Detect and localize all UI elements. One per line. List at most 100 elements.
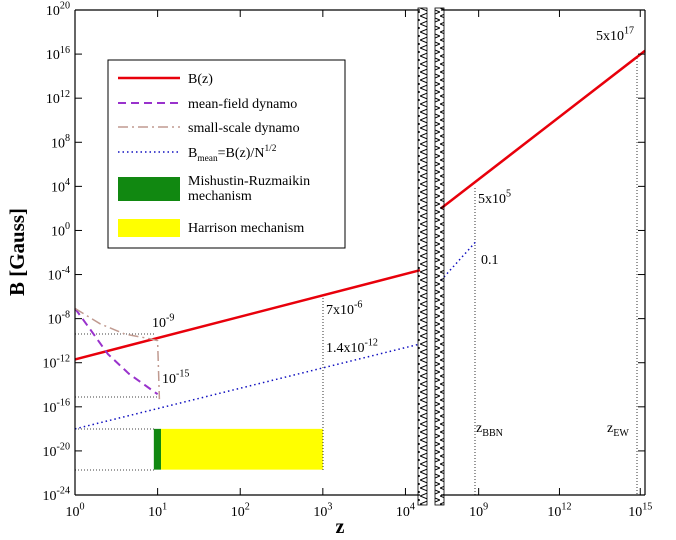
axis-break (417, 7, 445, 506)
y-tick-label: 104 (51, 177, 70, 195)
x-tick-label: 103 (313, 502, 332, 520)
annotation: 5x1017 (596, 26, 634, 44)
tick-exp: 0 (79, 502, 84, 513)
text-part: BBN (482, 428, 503, 439)
tick-base: 10 (628, 505, 642, 520)
text-part: 10 (162, 372, 176, 387)
text-part: 17 (624, 26, 634, 37)
tick-base: 10 (313, 505, 327, 520)
text-part: -15 (176, 369, 189, 380)
series-line (440, 49, 646, 210)
legend-label: Bmean=B(z)/N1/2 (188, 144, 277, 164)
x-tick-label: 104 (396, 502, 415, 520)
tick-base: 10 (65, 505, 79, 520)
legend-swatch (118, 177, 180, 201)
tick-exp: 2 (245, 502, 250, 513)
frame (74, 9, 646, 496)
legend-box (107, 59, 346, 249)
y-tick-label: 10-12 (43, 353, 70, 371)
text-part: 10 (152, 316, 166, 331)
tick-exp: -8 (62, 309, 70, 320)
tick-base: 10 (43, 401, 57, 416)
tick-exp: 0 (65, 221, 70, 232)
y-tick-label: 1016 (46, 45, 70, 63)
text-part: =B(z)/N (218, 146, 265, 161)
legend-label: mechanism (188, 189, 252, 204)
y-tick-label: 1012 (46, 89, 70, 107)
text-part: 5x10 (478, 192, 506, 207)
tick-exp: 12 (561, 502, 571, 513)
legend-label: small-scale dynamo (188, 121, 300, 136)
tick-exp: 15 (642, 502, 652, 513)
legend-label: Harrison mechanism (188, 221, 304, 236)
bar (153, 428, 162, 470)
y-tick-label: 1020 (46, 1, 70, 19)
tick-base: 10 (46, 4, 60, 19)
tick-exp: -12 (57, 353, 70, 364)
series-line (74, 307, 159, 396)
text-part: 5 (506, 189, 511, 200)
y-tick-label: 108 (51, 133, 70, 151)
text-part: 1/2 (264, 144, 276, 154)
tick-base: 10 (48, 269, 62, 284)
text-part: -6 (354, 300, 362, 311)
tick-base: 10 (469, 505, 483, 520)
legend-label: Mishustin-Ruzmaikin (188, 174, 310, 189)
tick-exp: -4 (62, 265, 70, 276)
text-part: B(z) (188, 72, 213, 87)
x-tick-label: 101 (148, 502, 167, 520)
text-part: EW (613, 428, 629, 439)
x-tick-label: 1012 (547, 502, 571, 520)
annotation: 5x105 (478, 189, 511, 207)
ticks: 10-2410-2010-1610-1210-810-4100104108101… (43, 1, 653, 520)
series-line (74, 343, 421, 430)
annotation: zBBN (476, 421, 504, 439)
lines (74, 49, 646, 430)
bar (161, 428, 323, 470)
tick-exp: 20 (60, 1, 70, 12)
text-part: -12 (365, 338, 378, 349)
tick-base: 10 (46, 92, 60, 107)
bars (153, 428, 323, 470)
tick-exp: 1 (162, 502, 167, 513)
y-tick-label: 10-4 (48, 265, 70, 283)
tick-base: 10 (547, 505, 561, 520)
text-part: small-scale dynamo (188, 121, 300, 136)
annotation: 0.1 (481, 253, 499, 268)
text-part: 7x10 (326, 303, 354, 318)
tick-base: 10 (148, 505, 162, 520)
tick-base: 10 (48, 313, 62, 328)
break-band (434, 7, 445, 506)
tick-exp: -24 (57, 486, 70, 497)
y-axis-label: B [Gauss] (5, 208, 29, 296)
tick-base: 10 (43, 489, 57, 504)
series-line (440, 240, 477, 281)
x-tick-label: 100 (65, 502, 84, 520)
annotation: zEW (607, 421, 629, 439)
legend: B(z) mean-field dynamo small-scale dynamo B… (107, 59, 346, 249)
tick-exp: -20 (57, 442, 70, 453)
annotation: 10-15 (162, 369, 189, 387)
tick-exp: 4 (65, 177, 70, 188)
tick-base: 10 (43, 445, 57, 460)
tick-exp: 12 (60, 89, 70, 100)
tick-exp: 9 (483, 502, 488, 513)
text-part: 5x10 (596, 29, 624, 44)
series-line (74, 307, 161, 400)
legend-label: mean-field dynamo (188, 97, 297, 112)
tick-base: 10 (51, 136, 65, 151)
text-part: mean (197, 154, 218, 164)
tick-base: 10 (231, 505, 245, 520)
legend-swatch (118, 219, 180, 237)
y-tick-label: 100 (51, 221, 70, 239)
tick-base: 10 (43, 357, 57, 372)
break-band (417, 7, 428, 506)
series-line (74, 268, 421, 361)
y-tick-label: 10-16 (43, 398, 70, 416)
x-tick-label: 1015 (628, 502, 652, 520)
legend-label: B(z) (188, 72, 213, 87)
text-part: 0.1 (481, 253, 499, 268)
